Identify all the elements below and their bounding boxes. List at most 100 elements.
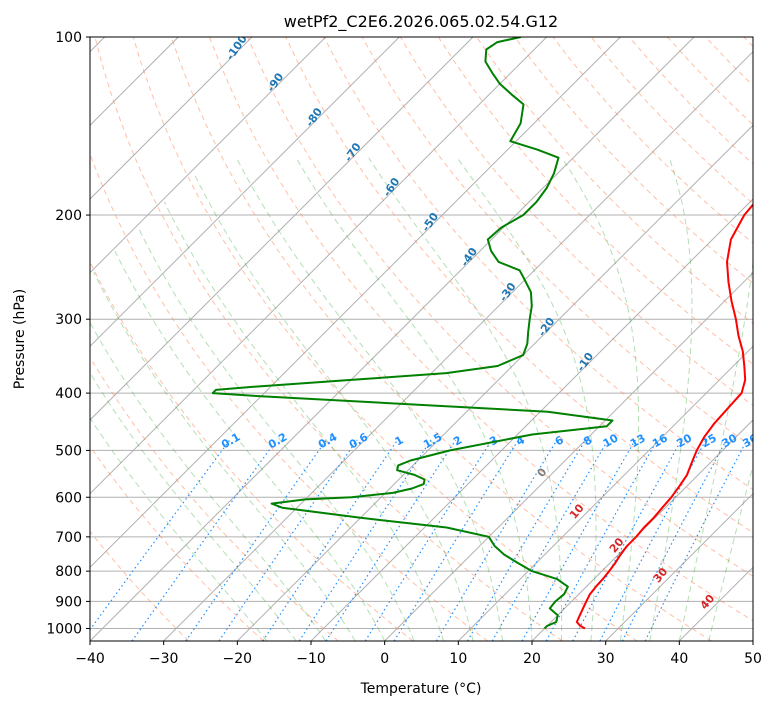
isotherm	[90, 37, 327, 274]
dewpoint-line	[211, 37, 614, 630]
isotherm	[236, 124, 753, 641]
y-tick-label: 800	[55, 564, 82, 580]
x-tick-label: 20	[523, 651, 541, 667]
moist-adiabat	[235, 157, 503, 641]
moist-adiabat	[137, 227, 415, 641]
isotherm	[90, 37, 400, 348]
mixing-ratio-line	[599, 439, 707, 641]
chart-title: wetPf2_C2E6.2026.065.02.54.G12	[284, 12, 558, 32]
y-axis-label: Pressure (hPa)	[12, 289, 28, 389]
moist-adiabat-label: 40	[698, 592, 718, 612]
moist-adiabat	[708, 463, 753, 641]
dry-adiabat	[285, 37, 753, 534]
isotherm	[457, 345, 753, 641]
isotherm	[90, 37, 621, 569]
mixing-ratio-line	[572, 439, 682, 641]
x-tick-label: −40	[75, 651, 105, 667]
y-tick-label: 100	[55, 30, 82, 46]
dry-adiabat	[247, 37, 753, 577]
dry-adiabat	[90, 260, 414, 641]
moist-adiabat	[163, 201, 445, 641]
moist-adiabat	[649, 157, 693, 641]
mixing-ratio-label: 1.5	[421, 430, 444, 451]
moist-adiabat	[456, 157, 597, 641]
dry-adiabat	[90, 530, 190, 641]
mixing-ratio-label: 0.4	[316, 430, 340, 451]
dry-adiabat-label: -50	[419, 210, 441, 234]
dry-adiabat-label: -70	[342, 140, 364, 164]
y-tick-label: 500	[55, 443, 82, 459]
y-tick-label: 600	[55, 490, 82, 506]
dry-adiabat	[667, 37, 753, 126]
mixing-ratio-line	[90, 439, 231, 631]
dry-adiabat	[94, 37, 563, 641]
x-tick-label: 50	[744, 651, 762, 667]
moist-adiabat	[678, 258, 753, 641]
x-tick-label: 30	[597, 651, 615, 667]
x-tick-label: 40	[670, 651, 688, 667]
moist-adiabat	[193, 173, 474, 641]
x-tick-label: −10	[296, 651, 326, 667]
mixing-ratio-label: 6	[553, 433, 566, 448]
moist-adiabat	[295, 157, 533, 641]
dry-adiabat	[437, 37, 753, 365]
temperature-line	[575, 203, 753, 630]
x-tick-label: −20	[223, 651, 253, 667]
mixing-ratio-line	[521, 439, 636, 641]
dry-adiabat	[514, 37, 753, 284]
isotherm	[90, 37, 474, 421]
mixing-ratio-line	[298, 439, 432, 641]
mixing-ratio-line	[435, 439, 558, 641]
mixing-ratio-label: 0.1	[219, 430, 242, 451]
mixing-ratio-line	[393, 439, 519, 641]
moist-adiabat	[93, 272, 356, 641]
moist-adiabat	[90, 321, 327, 641]
y-axis: 100 200 300 400 500 600 700 800 900 1000	[46, 30, 90, 637]
dry-adiabat-label: -80	[303, 105, 325, 129]
isotherm	[752, 640, 753, 641]
dry-adiabat	[209, 37, 753, 622]
dry-adiabat-label: -90	[264, 70, 286, 94]
mixing-ratio-line	[466, 439, 587, 641]
moist-adiabat	[90, 371, 297, 641]
moist-adiabat	[561, 157, 640, 641]
mixing-ratio-line	[262, 439, 399, 641]
dry-adiabat	[90, 152, 488, 641]
plot-frame	[89, 36, 754, 642]
mixing-ratio-label: 13	[628, 431, 648, 450]
mixing-ratio-label: 20	[674, 431, 694, 450]
isotherm	[678, 566, 753, 641]
mixing-ratio-line	[545, 439, 658, 641]
y-tick-label: 400	[55, 386, 82, 402]
mixing-ratio-line	[325, 439, 457, 641]
mixing-ratio-line	[491, 439, 609, 641]
y-tick-label: 200	[55, 208, 82, 224]
dry-adiabat	[90, 356, 339, 641]
x-axis: −40 −30 −20 −10 0 10 20 30 40 50	[75, 641, 762, 667]
isotherm	[90, 37, 253, 200]
moist-adiabat-label: 10	[567, 501, 587, 521]
moist-adiabat-label: 20	[607, 535, 627, 555]
mixing-ratio-label: 0.6	[347, 430, 371, 451]
mixing-ratio-label: 0.2	[266, 430, 289, 451]
mixing-ratio-line	[364, 439, 493, 641]
moist-adiabat	[368, 157, 563, 641]
isotherm	[90, 37, 548, 495]
y-tick-label: 700	[55, 530, 82, 546]
dry-adiabat-label: -40	[458, 245, 480, 269]
y-tick-label: 1000	[46, 621, 82, 637]
y-tick-label: 300	[55, 312, 82, 328]
isotherm	[384, 271, 753, 641]
dry-adiabat	[90, 445, 264, 641]
dry-adiabat	[170, 37, 712, 641]
dry-adiabat	[399, 37, 753, 407]
moist-adiabat	[114, 250, 386, 641]
dry-adiabat	[743, 37, 753, 48]
x-axis-label: Temperature (°C)	[360, 681, 482, 697]
y-tick-label: 900	[55, 594, 82, 610]
dry-adiabat-label: -60	[380, 175, 402, 199]
x-tick-label: 10	[449, 651, 467, 667]
dry-adiabat	[552, 37, 753, 244]
mixing-ratio-line	[131, 439, 278, 641]
